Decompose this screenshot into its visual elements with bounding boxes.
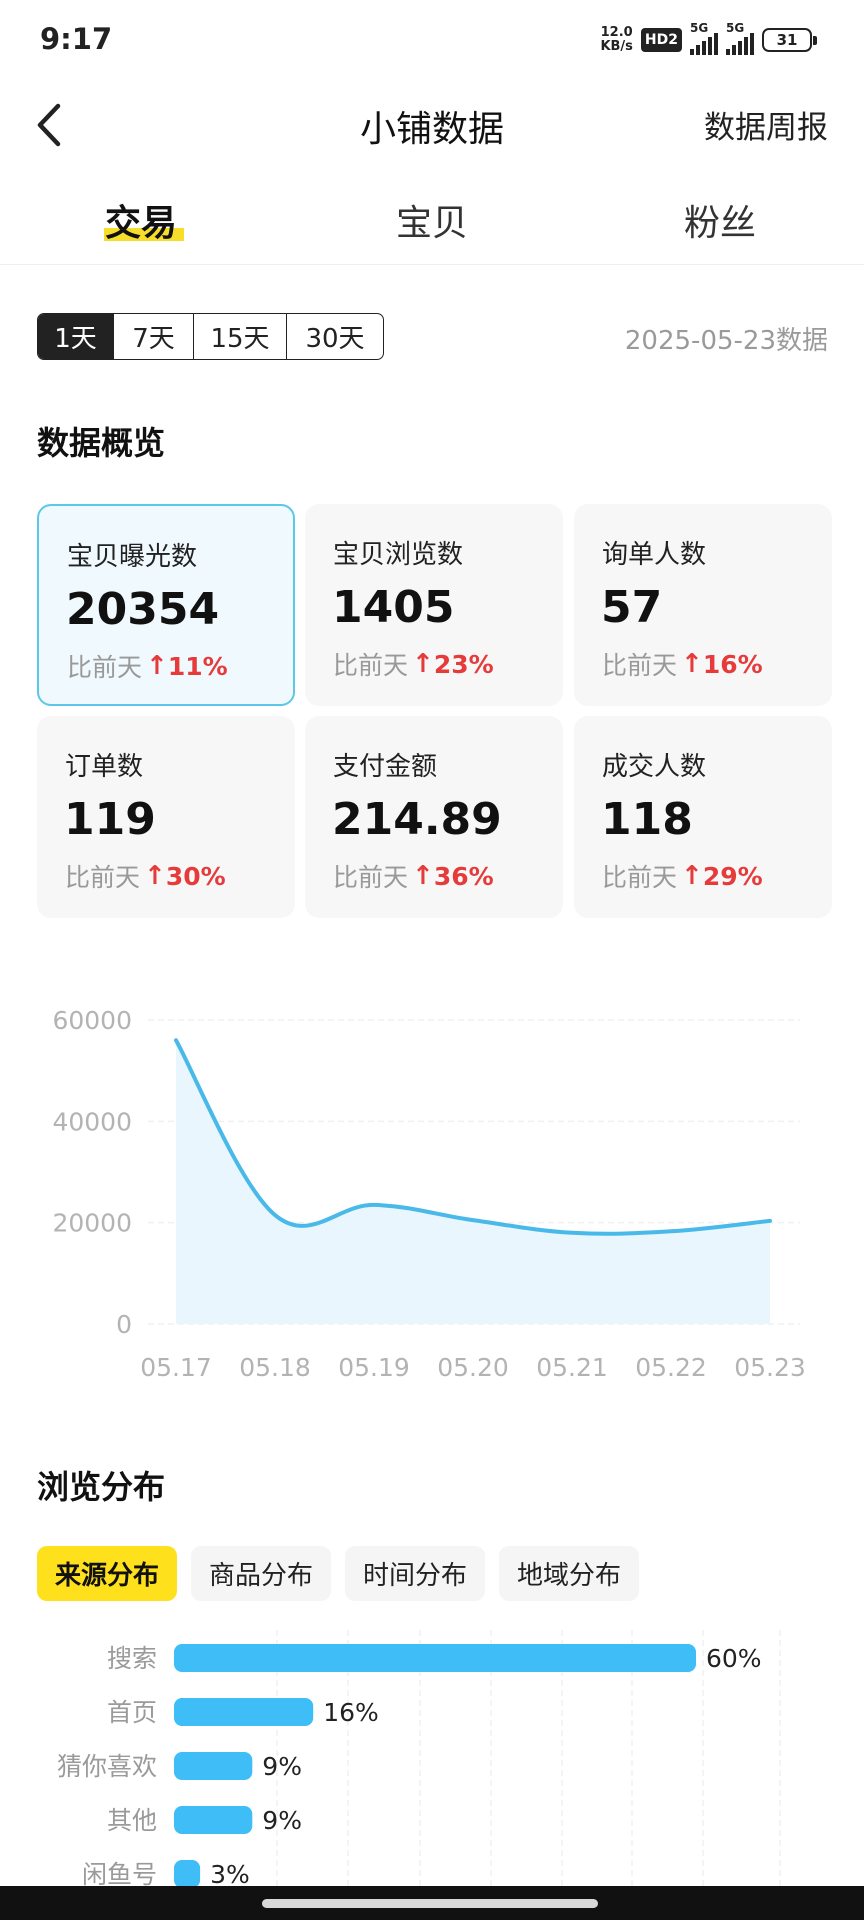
tab-trade[interactable]: 交易 (105, 203, 178, 244)
hd-icon: HD2 (640, 28, 682, 52)
overview-title: 数据概览 (37, 424, 166, 462)
bar-value-label: 9% (262, 1806, 302, 1835)
battery-icon: 31 (762, 28, 817, 52)
x-tick-label: 05.23 (734, 1353, 806, 1382)
home-indicator[interactable] (262, 1899, 598, 1908)
signal-icon-sim2: 5G (726, 21, 754, 55)
bar (174, 1644, 696, 1672)
weekly-report-link[interactable]: 数据周报 (704, 110, 828, 146)
status-icons: 12.0 KB/s HD2 5G 5G 31 (600, 21, 817, 58)
arrow-up-icon: ↑ (144, 861, 166, 891)
main-tabs: 交易 宝贝 粉丝 (0, 190, 864, 265)
arrow-up-icon: ↑ (412, 861, 434, 891)
y-tick-label: 20000 (52, 1209, 132, 1238)
category-label: 猜你喜欢 (57, 1752, 157, 1781)
arrow-up-icon: ↑ (412, 649, 434, 679)
tab-items[interactable]: 宝贝 (396, 203, 469, 244)
tab-source-dist[interactable]: 来源分布 (37, 1546, 178, 1601)
range-15d-button[interactable]: 15天 (194, 314, 287, 359)
y-tick-label: 40000 (52, 1107, 132, 1136)
tab-item-dist[interactable]: 商品分布 (191, 1546, 332, 1601)
exposure-area (176, 1040, 770, 1324)
source-dist-chart: 搜索 60% 首页 16% 猜你喜欢 9% 其他 9% 闲鱼号 3% (57, 1630, 781, 1890)
signal-icon-sim1: 5G (690, 21, 718, 55)
y-tick-label: 60000 (52, 1006, 132, 1035)
x-tick-label: 05.21 (536, 1353, 608, 1382)
range-30d-button[interactable]: 30天 (305, 324, 365, 354)
bar (174, 1860, 201, 1888)
bar-value-label: 3% (210, 1860, 250, 1889)
bar-value-label: 60% (706, 1644, 762, 1673)
data-date-label: 2025-05-23数据 (624, 326, 828, 356)
bar-value-label: 16% (323, 1698, 379, 1727)
exposure-line (174, 1038, 772, 1236)
arrow-up-icon: ↑ (146, 651, 168, 681)
card-views[interactable]: 宝贝浏览数 1405 比前天 ↑ 23% (305, 504, 563, 706)
bar (174, 1806, 253, 1834)
range-7d-button[interactable]: 7天 (114, 314, 194, 359)
x-tick-label: 05.22 (635, 1353, 707, 1382)
category-label: 其他 (107, 1806, 157, 1835)
card-exposure[interactable]: 宝贝曝光数 20354 比前天 ↑ 11% (37, 504, 295, 706)
browse-dist-title: 浏览分布 (37, 1468, 166, 1506)
page-title: 小铺数据 (359, 109, 504, 150)
card-buyers[interactable]: 成交人数 118 比前天 ↑ 29% (574, 716, 832, 918)
range-1d-button[interactable]: 1天 (38, 314, 114, 359)
bar (174, 1698, 314, 1726)
x-tick-label: 05.17 (140, 1353, 212, 1382)
arrow-up-icon: ↑ (681, 861, 703, 891)
card-inquiries[interactable]: 询单人数 57 比前天 ↑ 16% (574, 504, 832, 706)
card-orders[interactable]: 订单数 119 比前天 ↑ 30% (37, 716, 295, 918)
network-speed: 12.0 KB/s (600, 25, 633, 54)
x-tick-label: 05.19 (338, 1353, 410, 1382)
bar-value-label: 9% (262, 1752, 302, 1781)
nav-bar: 小铺数据 数据周报 (0, 90, 864, 160)
chevron-left-icon (37, 103, 61, 147)
category-label: 搜索 (107, 1644, 157, 1673)
back-button[interactable] (28, 98, 78, 152)
browse-dist-tabs: 来源分布 商品分布 时间分布 地域分布 (37, 1546, 640, 1601)
tab-time-dist[interactable]: 时间分布 (345, 1546, 486, 1601)
x-tick-label: 05.20 (437, 1353, 509, 1382)
card-payment-amount[interactable]: 支付金额 214.89 比前天 ↑ 36% (305, 716, 563, 918)
date-range-selector: 1天 7天 15天 30天 (37, 313, 384, 360)
arrow-up-icon: ↑ (681, 649, 703, 679)
exposure-trend-chart: 0 20000 40000 60000 05.17 05.18 05.19 05.20 05.2… (52, 1006, 806, 1382)
x-tick-label: 05.18 (239, 1353, 311, 1382)
category-label: 闲鱼号 (82, 1860, 157, 1889)
category-label: 首页 (107, 1698, 157, 1727)
tab-active-indicator (104, 228, 184, 241)
y-tick-label: 0 (116, 1310, 132, 1339)
status-time: 9:17 (40, 22, 113, 56)
tab-fans[interactable]: 粉丝 (684, 203, 757, 244)
tab-region-dist[interactable]: 地域分布 (499, 1546, 640, 1601)
bar (174, 1752, 253, 1780)
status-bar: 9:17 12.0 KB/s HD2 5G 5G 31 (0, 0, 864, 80)
